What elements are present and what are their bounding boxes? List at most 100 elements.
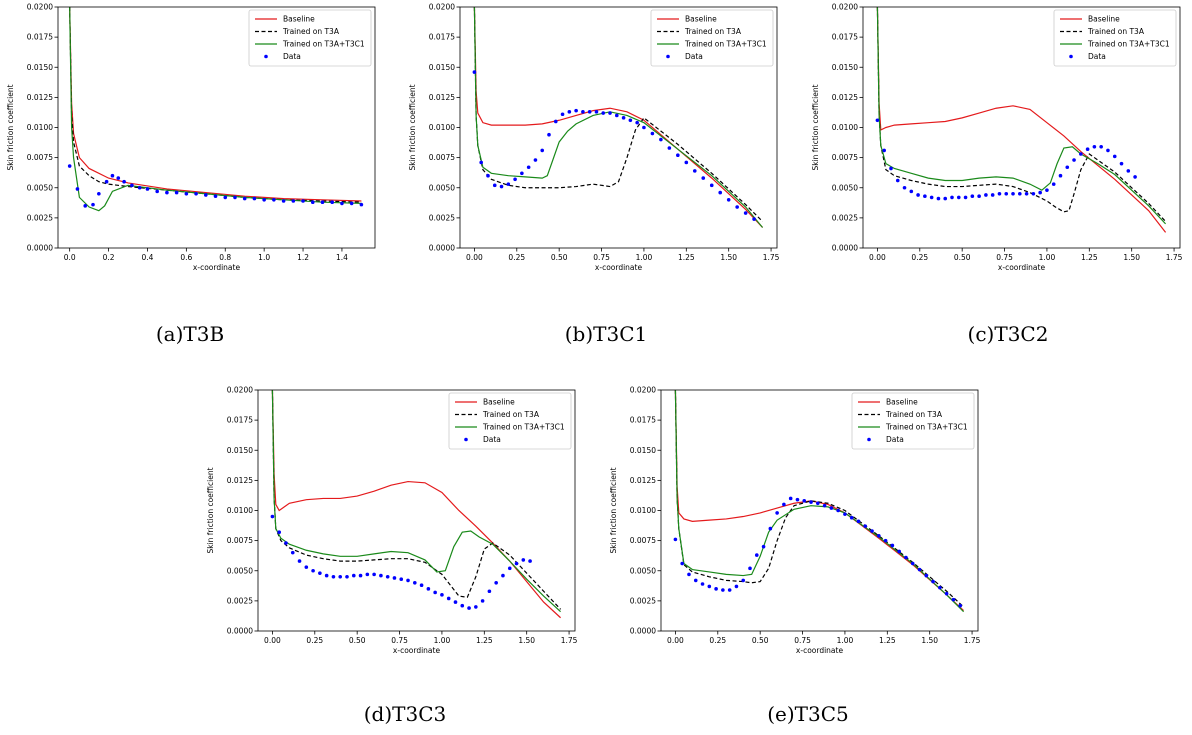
data-point — [359, 202, 364, 207]
chart-svg: 0.0000 0.0025 0.0050 0.0075 0.0100 0.0125 0.01… — [206, 386, 578, 655]
plot-area — [472, 7, 764, 228]
data-point — [122, 179, 126, 184]
series-line-t3a — [271, 390, 562, 610]
data-point — [270, 514, 275, 519]
y-tick-label: 0.0125 — [27, 93, 53, 102]
data-point — [734, 584, 739, 589]
x-tick-label: 0.4 — [141, 253, 153, 262]
y-tick-label: 0.0175 — [227, 416, 253, 425]
x-tick-label: 0.2 — [103, 253, 115, 262]
data-point — [709, 183, 714, 188]
data-point — [426, 587, 431, 591]
data-point — [889, 166, 893, 171]
legend-marker — [464, 437, 468, 442]
data-point — [567, 110, 572, 114]
data-point — [1072, 158, 1076, 162]
series-line-t3a_t3c1 — [473, 7, 764, 228]
y-tick-label: 0.0025 — [630, 596, 656, 605]
data-point — [904, 555, 908, 560]
data-point — [480, 599, 485, 603]
y-tick-label: 0.0075 — [227, 536, 253, 545]
data-point — [1051, 182, 1056, 186]
data-point — [997, 191, 1002, 196]
data-point — [692, 169, 697, 173]
x-axis-label: x-coordinate — [595, 263, 643, 272]
data-point — [446, 596, 451, 601]
data-point — [338, 574, 343, 579]
series-line-baseline — [674, 390, 964, 611]
legend-label: Data — [483, 435, 501, 444]
y-tick-label: 0.0175 — [630, 416, 656, 425]
data-point — [1133, 175, 1137, 179]
data-point — [116, 176, 121, 180]
y-tick-label: 0.0050 — [630, 566, 656, 575]
data-point — [1038, 190, 1042, 195]
y-tick-label: 0.0075 — [27, 153, 53, 162]
x-tick-label: 0.0 — [64, 253, 76, 262]
data-point — [67, 164, 72, 168]
y-tick-label: 0.0200 — [832, 3, 858, 12]
data-point — [385, 574, 390, 579]
data-point — [252, 196, 257, 201]
data-point — [882, 148, 886, 153]
y-tick-label: 0.0025 — [832, 213, 858, 222]
data-point — [870, 529, 874, 533]
data-point — [492, 183, 497, 188]
x-tick-label: 0.75 — [391, 636, 408, 645]
data-point — [581, 110, 585, 114]
x-tick-label: 1.75 — [561, 636, 578, 645]
data-point — [110, 173, 115, 178]
x-tick-label: 0.00 — [667, 636, 684, 645]
y-tick-label: 0.0000 — [227, 627, 253, 636]
data-point — [507, 566, 512, 571]
data-point — [406, 578, 410, 583]
y-axis-label: Skin friction coefficient — [811, 84, 820, 170]
data-point — [902, 185, 907, 190]
legend-label: Trained on T3A+T3C1 — [1087, 40, 1170, 49]
data-point — [340, 201, 344, 206]
series-line-t3a_t3c1 — [271, 390, 561, 613]
data-point — [320, 200, 325, 205]
data-point — [700, 582, 705, 586]
x-axis-label: x-coordinate — [193, 263, 241, 272]
y-axis-label: Skin friction coefficient — [206, 467, 215, 553]
y-axis-label: Skin friction coefficient — [609, 467, 618, 553]
data-point — [727, 588, 732, 592]
x-tick-label: 1.25 — [879, 636, 896, 645]
data-point — [574, 108, 578, 113]
y-tick-label: 0.0150 — [630, 446, 656, 455]
data-point — [822, 503, 827, 508]
data-point — [673, 537, 678, 542]
data-point — [533, 158, 538, 162]
plot-area — [270, 390, 562, 619]
data-point — [726, 198, 731, 202]
data-point — [687, 572, 691, 577]
data-point — [587, 110, 592, 114]
legend-marker — [1069, 54, 1073, 59]
legend-label: Baseline — [283, 15, 315, 24]
y-tick-label: 0.0200 — [27, 3, 53, 12]
legend-marker — [264, 54, 268, 59]
data-point — [1058, 173, 1063, 178]
x-tick-label: 0.00 — [466, 253, 483, 262]
x-tick-label: 1.75 — [763, 253, 780, 262]
data-point — [883, 538, 888, 543]
data-point — [795, 497, 800, 502]
y-tick-label: 0.0175 — [832, 33, 858, 42]
x-tick-label: 1.0 — [258, 253, 270, 262]
x-tick-label: 1.00 — [1039, 253, 1056, 262]
data-point — [916, 193, 920, 197]
data-point — [474, 605, 478, 609]
data-point — [843, 512, 847, 516]
data-point — [1092, 144, 1097, 149]
data-point — [311, 568, 315, 573]
y-tick-label: 0.0100 — [832, 123, 858, 132]
x-tick-label: 0.50 — [349, 636, 366, 645]
y-tick-label: 0.0075 — [630, 536, 656, 545]
x-axis-label: x-coordinate — [998, 263, 1046, 272]
y-tick-label: 0.0125 — [630, 476, 656, 485]
plot-area — [673, 390, 965, 613]
data-point — [1112, 154, 1117, 159]
data-point — [924, 573, 929, 578]
data-point — [782, 502, 786, 507]
